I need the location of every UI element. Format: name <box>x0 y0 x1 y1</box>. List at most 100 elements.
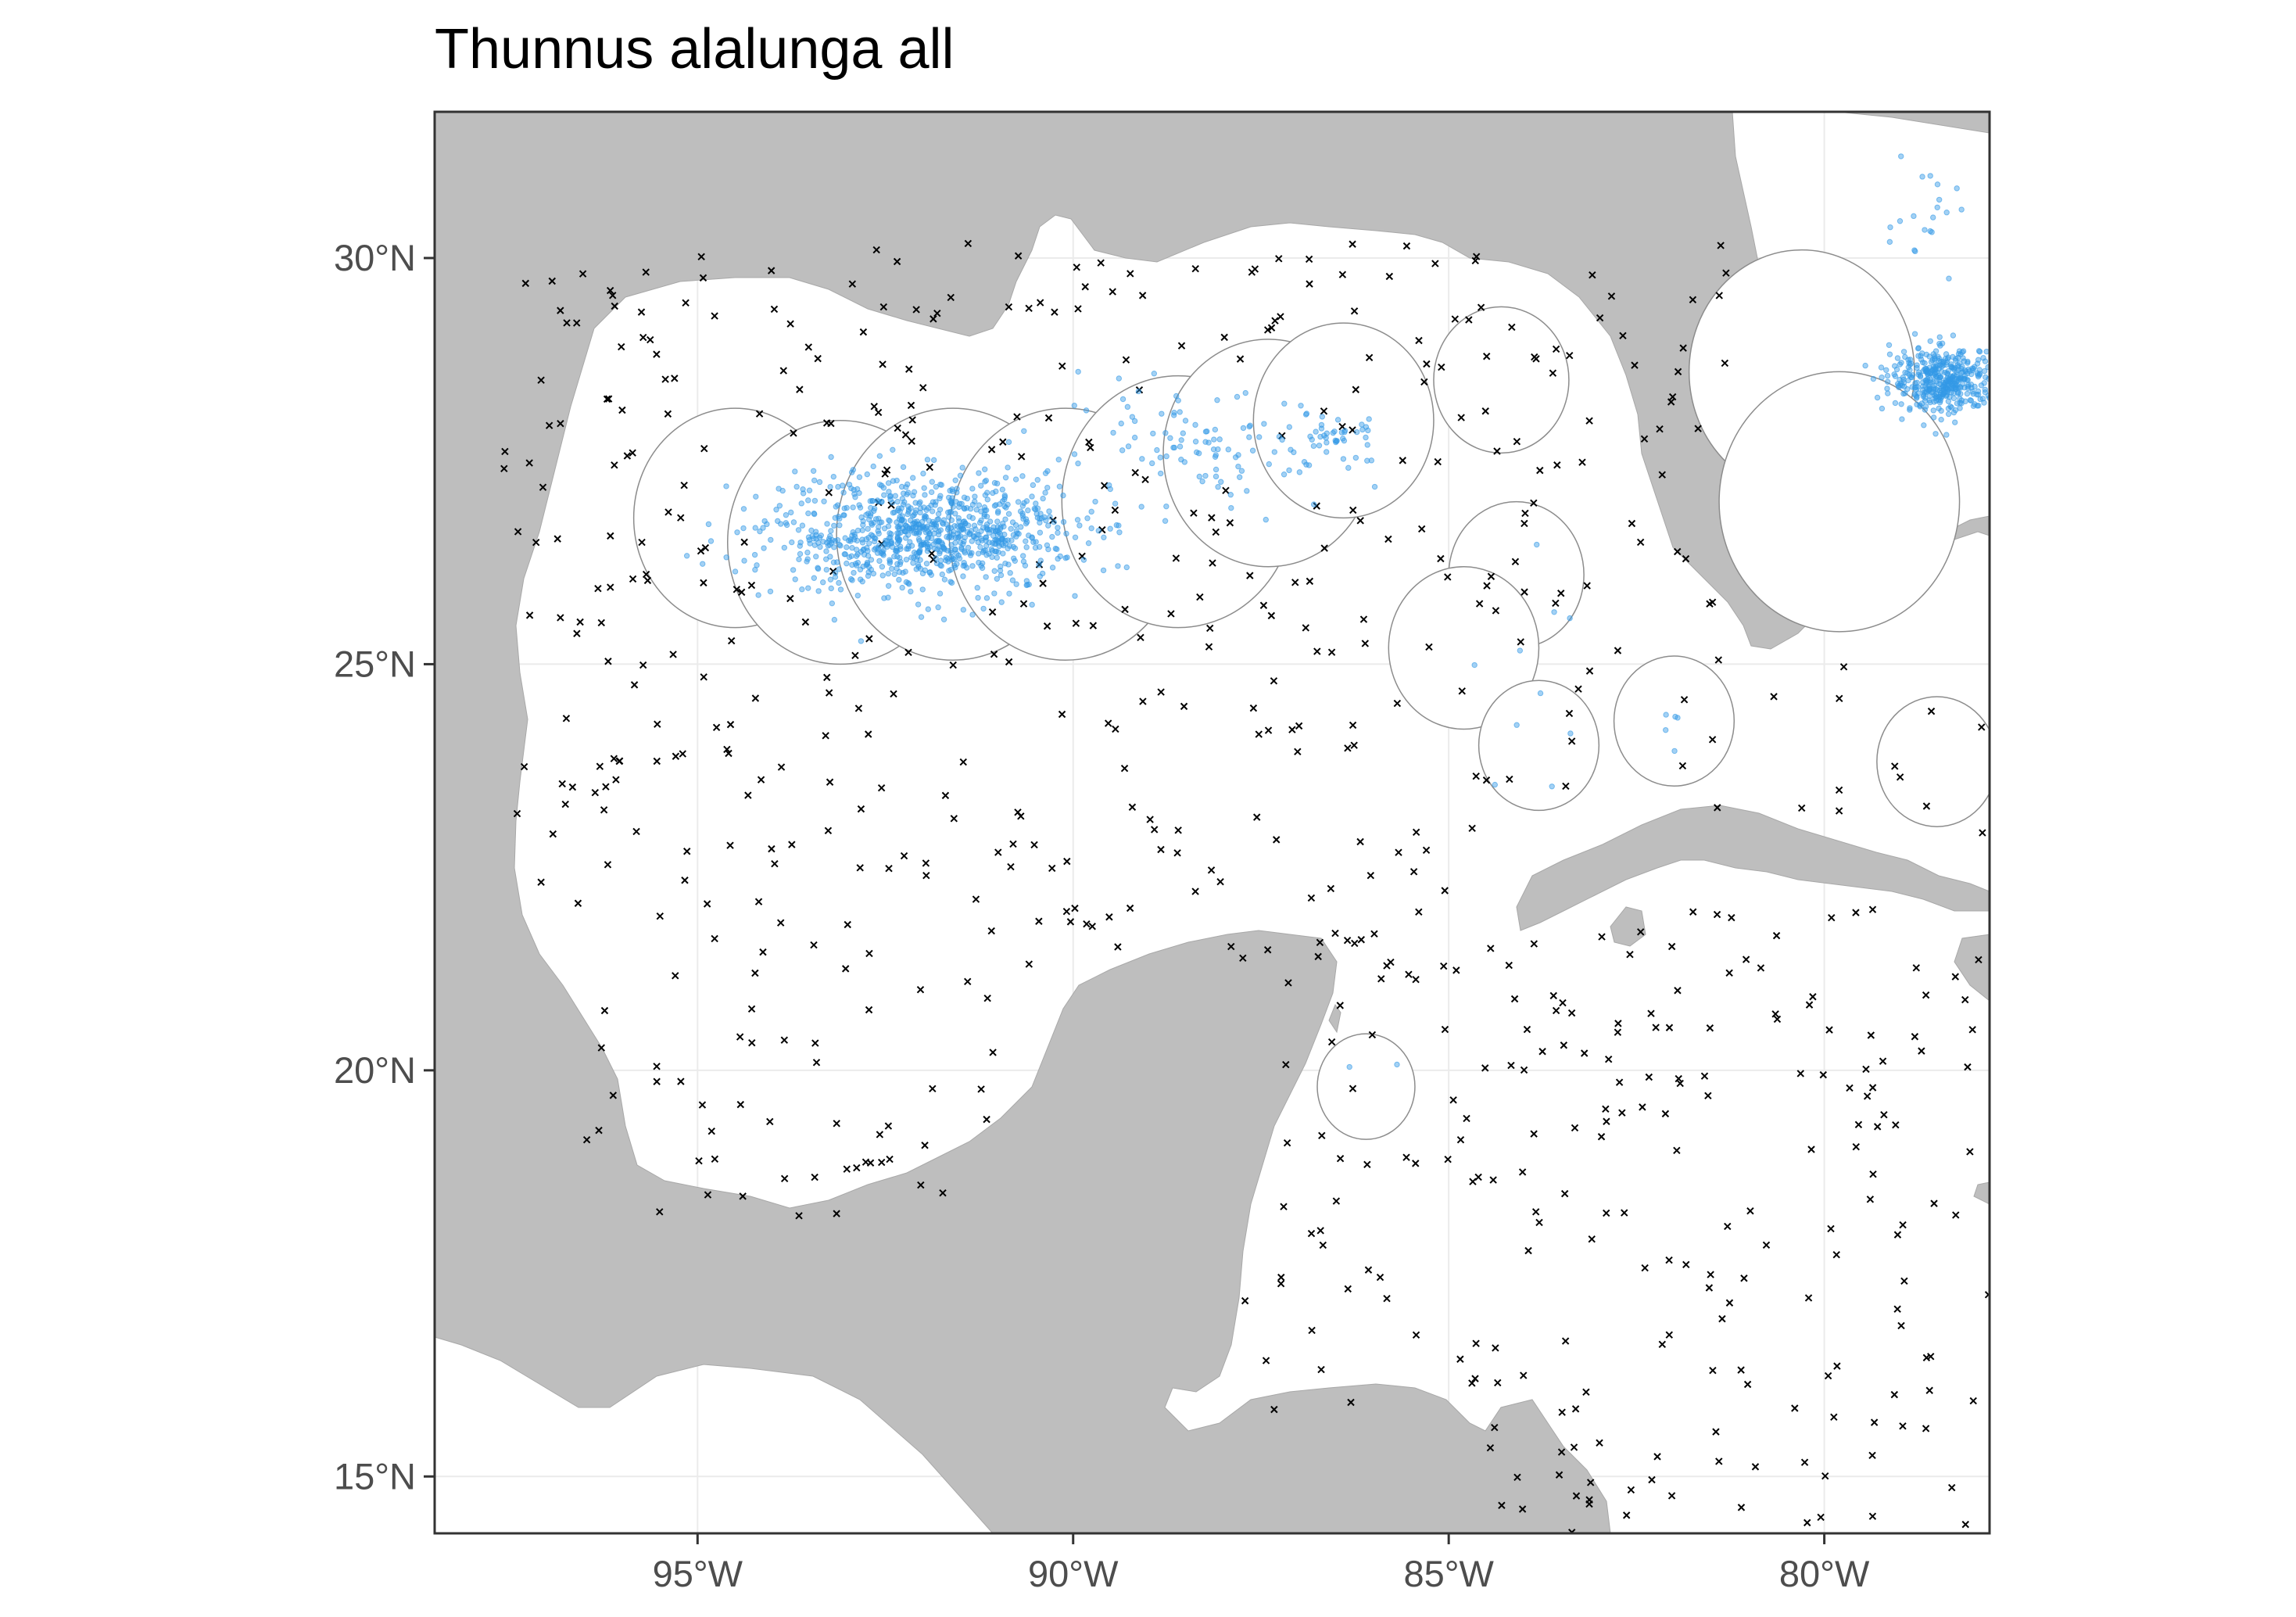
presence-point <box>948 517 955 523</box>
absence-point <box>1830 1413 1838 1422</box>
presence-point <box>998 572 1005 579</box>
presence-point <box>1324 439 1330 446</box>
absence-point <box>1530 940 1538 948</box>
presence-point <box>1997 373 2002 378</box>
presence-point <box>1024 582 1030 588</box>
presence-point <box>1037 573 1044 579</box>
absence-point <box>1314 952 1322 961</box>
presence-point <box>874 550 881 556</box>
absence-point <box>901 431 910 439</box>
presence-point <box>1215 446 1221 453</box>
absence-point <box>568 783 577 791</box>
presence-point <box>1211 436 1217 443</box>
absence-point <box>1567 1009 1576 1017</box>
presence-point <box>948 554 955 561</box>
absence-point <box>1131 468 1139 477</box>
presence-point <box>841 551 847 558</box>
presence-point <box>887 534 894 541</box>
presence-point <box>811 510 817 517</box>
presence-point <box>974 585 980 591</box>
absence-point <box>594 585 602 593</box>
absence-point <box>754 898 763 905</box>
absence-point <box>1930 1199 1938 1207</box>
absence-point <box>812 1059 821 1067</box>
presence-point <box>1364 442 1370 448</box>
absence-point <box>1343 936 1352 945</box>
absence-point <box>822 732 829 740</box>
presence-point <box>1310 501 1317 507</box>
absence-point <box>1277 1280 1285 1288</box>
absence-point <box>1746 1207 1754 1215</box>
presence-point <box>998 563 1004 570</box>
absence-point <box>933 309 941 317</box>
presence-point <box>1107 525 1113 532</box>
y-tick-label: 20°N <box>334 1049 416 1091</box>
absence-point <box>1925 1386 1933 1394</box>
presence-point <box>864 545 870 551</box>
absence-point <box>950 815 958 823</box>
presence-point <box>940 544 947 551</box>
presence-point <box>983 543 990 549</box>
absence-point <box>747 581 756 590</box>
presence-point <box>707 538 715 544</box>
absence-point <box>983 995 991 1002</box>
presence-point <box>752 566 758 573</box>
absence-point <box>1506 775 1513 783</box>
presence-point <box>1879 405 1886 412</box>
presence-point <box>1072 534 1079 540</box>
presence-point <box>1286 424 1293 430</box>
presence-point <box>813 554 819 560</box>
presence-point <box>1135 388 1142 395</box>
presence-point <box>1055 525 1061 531</box>
presence-point <box>1968 371 1975 378</box>
presence-point <box>1897 218 1904 224</box>
absence-point <box>736 1033 744 1041</box>
presence-point <box>1246 423 1252 430</box>
presence-point <box>889 500 896 506</box>
absence-point <box>1570 1443 1578 1451</box>
absence-point <box>843 1165 851 1173</box>
presence-point <box>1883 367 1889 373</box>
presence-point <box>994 554 1000 561</box>
presence-point <box>783 520 790 526</box>
presence-point <box>1886 342 1893 348</box>
presence-point <box>925 606 932 612</box>
presence-point <box>917 565 924 572</box>
absence-point <box>1927 707 1936 715</box>
absence-point <box>908 416 916 424</box>
absence-point <box>1553 461 1561 469</box>
presence-point <box>983 507 990 514</box>
presence-point <box>981 513 987 519</box>
presence-point <box>1088 508 1094 515</box>
presence-point <box>1324 449 1330 455</box>
presence-point <box>1235 463 1241 470</box>
presence-point <box>916 529 922 536</box>
absence-point <box>1418 525 1426 533</box>
absence-point <box>1603 1117 1610 1125</box>
absence-point <box>1073 264 1080 271</box>
absence-point <box>1363 1160 1371 1169</box>
absence-point <box>939 1189 947 1197</box>
presence-point <box>1034 477 1041 483</box>
presence-point <box>928 489 935 496</box>
absence-point <box>1674 987 1682 995</box>
absence-point <box>1456 1135 1465 1144</box>
presence-point <box>1919 350 1925 357</box>
presence-point <box>775 518 781 525</box>
presence-point <box>1002 560 1008 567</box>
presence-point <box>836 522 843 529</box>
presence-point <box>1005 439 1012 446</box>
absence-point <box>683 848 691 855</box>
presence-point <box>983 595 990 601</box>
absence-point <box>790 429 797 437</box>
presence-point <box>1874 394 1881 401</box>
absence-point <box>1317 1365 1325 1374</box>
presence-point <box>1015 531 1022 537</box>
presence-point <box>885 583 892 589</box>
absence-point <box>755 410 764 418</box>
absence-point <box>1302 624 1310 632</box>
presence-point <box>978 517 984 524</box>
absence-point <box>703 900 711 908</box>
absence-point <box>681 877 689 884</box>
absence-point <box>1899 1221 1907 1229</box>
